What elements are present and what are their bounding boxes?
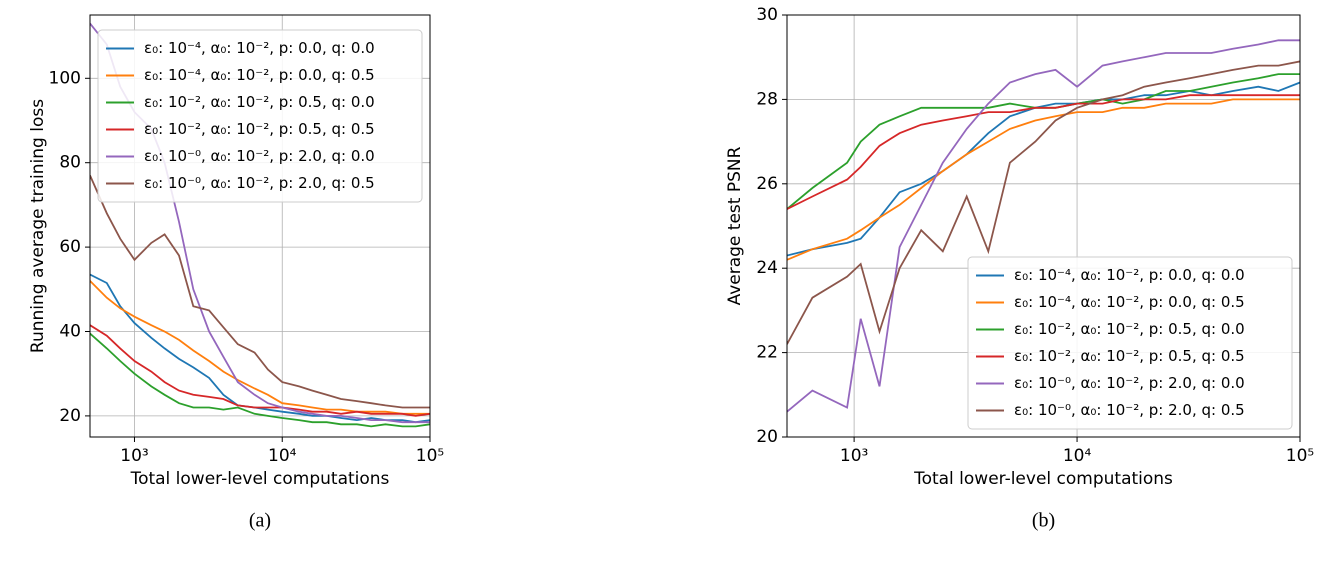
legend-label: ε₀: 10⁻⁰, α₀: 10⁻², p: 2.0, q: 0.0	[1014, 374, 1245, 392]
legend-label: ε₀: 10⁻⁰, α₀: 10⁻², p: 2.0, q: 0.0	[144, 147, 375, 165]
y-tick-label: 30	[756, 5, 778, 25]
x-tick-label: 10³	[120, 446, 148, 466]
y-tick-label: 100	[49, 68, 81, 88]
x-tick-label: 10³	[840, 446, 868, 466]
legend-label: ε₀: 10⁻², α₀: 10⁻², p: 0.5, q: 0.0	[144, 93, 375, 111]
series-line	[90, 175, 430, 409]
legend-label: ε₀: 10⁻², α₀: 10⁻², p: 0.5, q: 0.0	[1014, 320, 1245, 338]
legend: ε₀: 10⁻⁴, α₀: 10⁻², p: 0.0, q: 0.0 ε₀: 10…	[97, 29, 423, 203]
legend-label: ε₀: 10⁻⁴, α₀: 10⁻², p: 0.0, q: 0.5	[1014, 293, 1245, 311]
series-line	[787, 60, 1300, 345]
y-axis-label: Average test PSNR	[725, 146, 745, 305]
axes-frame	[89, 14, 431, 438]
y-tick-label: 28	[756, 89, 778, 109]
y-tick-label: 20	[756, 427, 778, 447]
y-tick-label: 40	[59, 322, 81, 342]
y-tick-label: 80	[59, 153, 81, 173]
series-line	[787, 94, 1300, 210]
x-axis-label: Total lower-level computations	[913, 469, 1173, 489]
legend-box	[967, 256, 1293, 430]
series-line	[90, 273, 430, 424]
legend-label: ε₀: 10⁻⁴, α₀: 10⁻², p: 0.0, q: 0.0	[1014, 266, 1245, 284]
y-tick-label: 60	[59, 237, 81, 257]
series-line	[787, 39, 1300, 413]
legend-label: ε₀: 10⁻⁰, α₀: 10⁻², p: 2.0, q: 0.5	[1014, 401, 1245, 419]
x-axis-label: Total lower-level computations	[130, 469, 390, 489]
caption: (b)	[1032, 510, 1055, 532]
series-line	[90, 280, 430, 415]
legend-box	[97, 29, 423, 203]
x-tick-label: 10⁴	[1063, 446, 1092, 466]
x-tick-label: 10⁵	[416, 446, 444, 466]
legend-label: ε₀: 10⁻⁴, α₀: 10⁻², p: 0.0, q: 0.0	[144, 39, 375, 57]
series-line	[90, 332, 430, 428]
series-line	[90, 324, 430, 417]
legend-label: ε₀: 10⁻⁴, α₀: 10⁻², p: 0.0, q: 0.5	[144, 66, 375, 84]
legend-label: ε₀: 10⁻², α₀: 10⁻², p: 0.5, q: 0.5	[1014, 347, 1245, 365]
y-tick-label: 26	[756, 174, 778, 194]
x-tick-label: 10⁴	[268, 446, 297, 466]
series-line	[787, 98, 1300, 261]
legend-label: ε₀: 10⁻², α₀: 10⁻², p: 0.5, q: 0.5	[144, 120, 375, 138]
y-tick-label: 24	[756, 258, 778, 278]
y-tick-label: 20	[59, 406, 81, 426]
y-axis-label: Running average training loss	[28, 99, 48, 353]
legend-label: ε₀: 10⁻⁰, α₀: 10⁻², p: 2.0, q: 0.5	[144, 174, 375, 192]
y-tick-label: 22	[756, 343, 778, 363]
axes-frame	[786, 14, 1301, 438]
legend: ε₀: 10⁻⁴, α₀: 10⁻², p: 0.0, q: 0.0 ε₀: 10…	[967, 256, 1293, 430]
x-tick-label: 10⁵	[1286, 446, 1314, 466]
caption: (a)	[249, 510, 271, 532]
